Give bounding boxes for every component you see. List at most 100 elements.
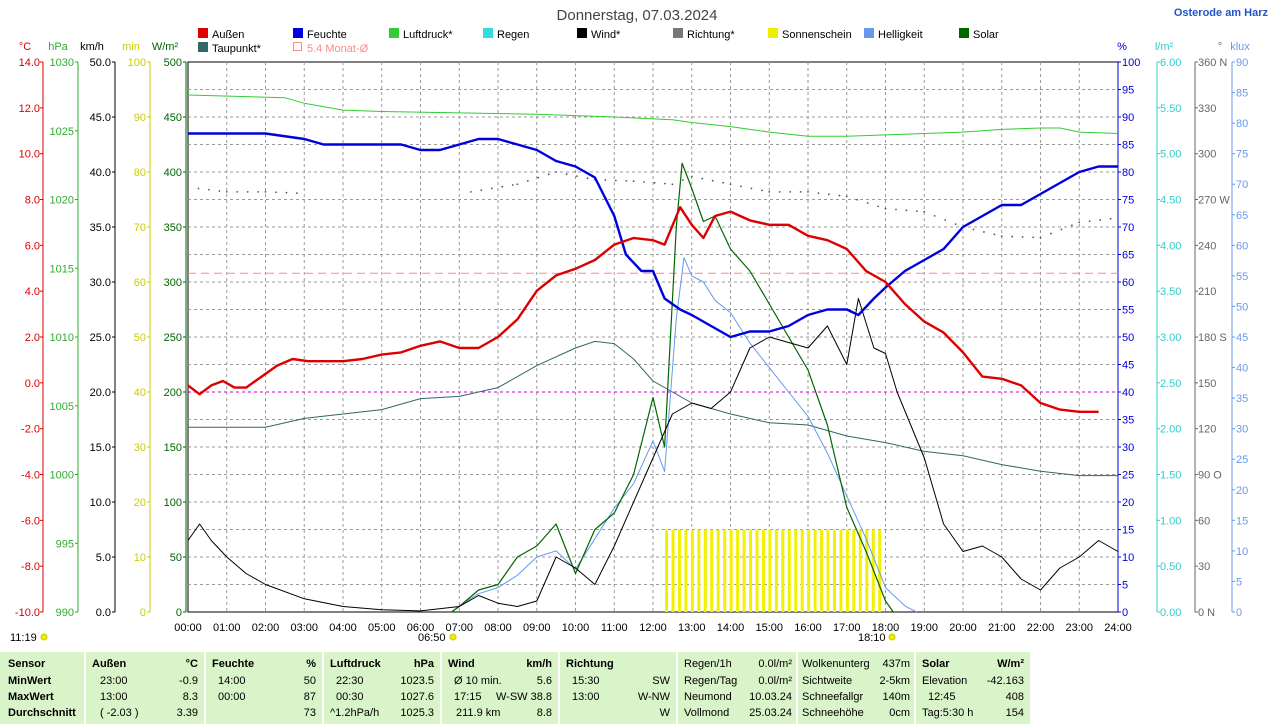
direction-tick-label: 210	[1198, 286, 1216, 298]
direction-tick-label: 60	[1198, 515, 1210, 527]
unit-label: °	[1218, 41, 1222, 53]
pressure-tick-label: 1005	[50, 401, 74, 413]
direction-point	[1011, 235, 1014, 238]
stats-wind: Wind km/h Ø 10 min. 5.6 17:15 W-SW 38.8 …	[442, 652, 558, 724]
direction-point	[480, 189, 483, 192]
direction-point	[681, 179, 684, 181]
temp-tick-label: 6.0	[25, 240, 40, 252]
sunshine-bar	[858, 529, 862, 612]
direction-point	[1060, 228, 1063, 231]
chart-title: Donnerstag, 07.03.2024	[557, 7, 718, 24]
legend-swatch	[293, 42, 302, 51]
stats-richtung: Richtung 15:30 SW 13:00 W-NW W	[560, 652, 676, 724]
rain-tick-label: 6.00	[1160, 57, 1181, 69]
sunshine-tick-label: 0	[140, 607, 146, 619]
direction-point	[760, 189, 763, 192]
wind-avg-value: 8.8	[536, 707, 552, 719]
direction-point	[905, 209, 908, 212]
series-line-helligkeit	[451, 257, 917, 613]
direction-point	[671, 183, 674, 186]
brightness-tick-label: 5	[1236, 576, 1242, 588]
feuchte-max-time: 00:00	[218, 691, 246, 703]
wind-tick-label: 0.0	[96, 607, 111, 619]
humidity-tick-label: 20	[1122, 497, 1134, 509]
legend-item: Richtung*	[673, 28, 735, 41]
solar-tick-label: 100	[164, 497, 182, 509]
stats-solar: Solar W/m² Elevation -42.163 12:45 408 T…	[916, 652, 1030, 724]
feuchte-avg-value: 73	[303, 707, 316, 719]
direction-point	[285, 191, 288, 194]
pressure-tick-label: 990	[56, 607, 74, 619]
humidity-tick-label: 50	[1122, 332, 1134, 344]
direction-point	[768, 190, 771, 193]
humidity-tick-label: 90	[1122, 112, 1134, 124]
series-line-taupunkt	[188, 340, 1118, 477]
avg-label: Durchschnitt	[8, 707, 76, 719]
humidity-tick-label: 25	[1122, 470, 1134, 482]
pressure-tick-label: 1015	[50, 263, 74, 275]
neumond-label: Neumond	[684, 691, 732, 703]
sunshine-bar	[800, 529, 804, 612]
sunset-marker	[888, 633, 896, 641]
stats-luftdruck: Luftdruck hPa 22:30 1023.5 00:30 1027.6 …	[324, 652, 440, 724]
station-name: Osterode am Harz	[1174, 7, 1269, 19]
brightness-tick-label: 65	[1236, 210, 1248, 222]
direction-point	[1032, 236, 1035, 239]
neumond-value: 10.03.24	[749, 691, 792, 703]
humidity-tick-label: 60	[1122, 277, 1134, 289]
direction-point	[511, 184, 514, 186]
legend-swatch	[673, 28, 683, 38]
luftdruck-max-time: 00:30	[336, 691, 364, 703]
sunshine-bar	[774, 529, 778, 612]
brightness-tick-label: 15	[1236, 515, 1248, 527]
aussen-avg-note: ( -2.03 )	[100, 707, 139, 719]
brightness-tick-label: 70	[1236, 179, 1248, 191]
legend-item: Sonnenschein	[768, 28, 852, 41]
unit-label: hPa	[48, 41, 68, 53]
wind-tick-label: 45.0	[90, 112, 111, 124]
x-tick-label: 24:00	[1104, 622, 1132, 634]
sunshine-bar	[697, 529, 701, 612]
x-tick-label: 12:00	[639, 622, 667, 634]
sichtweite-value: 2-5km	[879, 675, 910, 687]
x-tick-label: 02:00	[252, 622, 280, 634]
direction-tick-label: 360 N	[1198, 57, 1227, 69]
direction-point	[884, 207, 887, 210]
direction-point	[565, 173, 568, 175]
direction-tick-label: 120	[1198, 424, 1216, 436]
brightness-tick-label: 55	[1236, 271, 1248, 283]
direction-point	[750, 187, 753, 190]
wolkenuntergrenze-value: 437m	[882, 658, 910, 670]
series-line-feuchte	[188, 132, 1118, 339]
x-tick-label: 19:00	[910, 622, 938, 634]
direction-point	[1088, 220, 1091, 223]
rain-tick-label: 4.50	[1160, 195, 1181, 207]
wind-max-direction: W-SW	[496, 691, 528, 703]
direction-tick-label: 150	[1198, 378, 1216, 390]
sunshine-bar	[832, 529, 836, 612]
pressure-tick-label: 1000	[50, 470, 74, 482]
direction-point	[817, 192, 820, 194]
legend-swatch	[577, 28, 587, 38]
wind-tick-label: 10.0	[90, 497, 111, 509]
wind-avg10-value: 5.6	[536, 675, 552, 687]
wind-tick-label: 20.0	[90, 387, 111, 399]
luftdruck-max-value: 1027.6	[400, 691, 434, 703]
brightness-tick-label: 75	[1236, 149, 1248, 161]
luftdruck-avg-value: 1025.3	[400, 707, 434, 719]
solar-tick-label: 50	[170, 552, 182, 564]
humidity-tick-label: 75	[1122, 195, 1134, 207]
temp-tick-label: -2.0	[21, 424, 40, 436]
richtung-avg-value: W	[659, 707, 670, 719]
legend-swatch	[389, 28, 399, 38]
x-tick-label: 09:00	[523, 622, 551, 634]
solar-avg-value: 154	[1005, 707, 1024, 719]
sunshine-bar	[878, 529, 882, 612]
direction-point	[1099, 219, 1102, 221]
current-time-label: 11:19	[10, 632, 37, 644]
direction-point	[729, 183, 732, 186]
direction-point	[845, 195, 848, 198]
series-line-außen	[187, 206, 1099, 413]
direction-point	[526, 180, 529, 182]
direction-tick-label: 270 W	[1198, 195, 1230, 207]
